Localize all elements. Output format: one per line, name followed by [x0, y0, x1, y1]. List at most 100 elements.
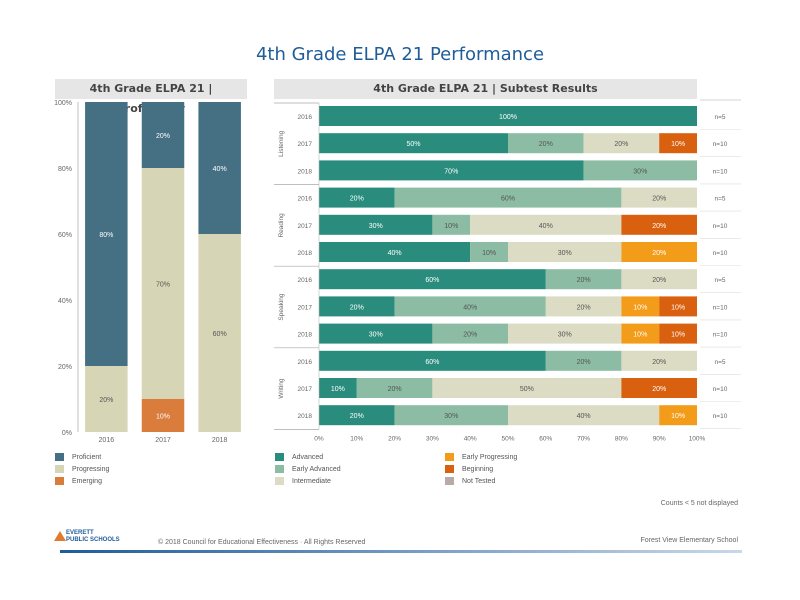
bar-reading-2016-early-advanced — [394, 187, 622, 208]
bar-reading-2018-advanced — [319, 242, 471, 262]
n-label: n=5 — [714, 114, 725, 121]
year-label: 2018 — [298, 332, 313, 339]
legend-item-emerging: Emerging — [55, 475, 109, 487]
legend-label: Early Progressing — [462, 453, 518, 461]
x-tick-label: 80% — [615, 435, 628, 442]
data-label: 10% — [444, 223, 458, 230]
data-label: 60% — [213, 331, 227, 338]
legend-swatch — [275, 453, 284, 461]
data-label: 20% — [652, 277, 666, 284]
x-tick-label: 90% — [653, 435, 666, 442]
data-label: 10% — [633, 332, 647, 339]
data-label: 30% — [444, 413, 458, 420]
year-label: 2017 — [298, 386, 313, 393]
y-tick-label: 40% — [58, 298, 72, 305]
bar-progressing-2016 — [85, 366, 128, 432]
bar-writing-2017-advanced — [319, 378, 357, 398]
bar-speaking-2016-early-advanced — [545, 269, 622, 290]
x-tick-label: 100% — [689, 435, 706, 442]
data-label: 20% — [350, 304, 364, 311]
data-label: 40% — [577, 413, 591, 420]
bar-writing-2016-early-advanced — [545, 350, 622, 371]
bar-writing-2016-advanced — [319, 350, 546, 371]
bar-speaking-2018-advanced — [319, 323, 433, 344]
bar-listening-2017-advanced — [319, 133, 508, 154]
legend-swatch — [55, 477, 64, 485]
bar-reading-2017-early-advanced — [432, 214, 471, 235]
legend-item-progressing: Progressing — [55, 463, 109, 475]
data-label: 20% — [652, 386, 666, 393]
bar-speaking-2017-beginning — [659, 296, 697, 317]
bar-emerging-2017 — [141, 399, 185, 432]
bar-reading-2018-intermediate — [508, 242, 622, 262]
x-tick-label: 2016 — [99, 437, 115, 444]
x-tick-label: 60% — [539, 435, 552, 442]
year-label: 2016 — [298, 196, 313, 203]
data-label: 20% — [577, 304, 591, 311]
bar-progressing-2018 — [198, 234, 241, 432]
bar-listening-2018-early-advanced — [583, 160, 697, 181]
year-label: 2016 — [298, 359, 313, 366]
legend-item-advanced: Advanced — [275, 451, 445, 463]
group-label-speaking: Speaking — [278, 293, 285, 320]
data-label: 60% — [425, 277, 439, 284]
legend-label: Not Tested — [462, 477, 496, 485]
data-label: 20% — [350, 196, 364, 203]
year-label: 2018 — [298, 413, 313, 420]
year-label: 2017 — [298, 223, 313, 230]
data-label: 20% — [156, 133, 170, 140]
data-label: 10% — [671, 332, 685, 339]
proficiency-legend: Proficient Progressing Emerging — [55, 451, 109, 487]
data-label: 30% — [558, 250, 572, 257]
data-label: 40% — [388, 250, 402, 257]
bar-writing-2017-intermediate — [432, 378, 622, 398]
counts-note: Counts < 5 not displayed — [660, 500, 738, 507]
bar-speaking-2018-early-advanced — [432, 323, 508, 344]
data-label: 30% — [369, 332, 383, 339]
bar-speaking-2016-intermediate — [621, 269, 697, 290]
legend-label: Early Advanced — [292, 465, 341, 473]
year-label: 2017 — [298, 304, 313, 311]
data-label: 40% — [213, 166, 227, 173]
data-label: 30% — [558, 332, 572, 339]
bar-reading-2017-intermediate — [470, 214, 622, 235]
x-tick-label: 2017 — [155, 437, 171, 444]
data-label: 50% — [406, 141, 420, 148]
bar-reading-2016-intermediate — [621, 187, 697, 208]
bar-speaking-2018-intermediate — [508, 323, 622, 344]
legend-item-beginning: Beginning — [445, 463, 615, 475]
n-label: n=5 — [714, 196, 725, 203]
bar-reading-2018-early-advanced — [470, 242, 508, 262]
data-label: 20% — [652, 223, 666, 230]
data-label: 20% — [652, 359, 666, 366]
bar-writing-2016-intermediate — [621, 350, 697, 371]
bar-speaking-2017-intermediate — [545, 296, 622, 317]
year-label: 2018 — [298, 168, 313, 175]
x-tick-label: 40% — [464, 435, 477, 442]
data-label: 40% — [463, 304, 477, 311]
bar-writing-2018-advanced — [319, 405, 395, 426]
legend-item-proficient: Proficient — [55, 451, 109, 463]
y-tick-label: 0% — [62, 430, 72, 437]
n-label: n=10 — [713, 304, 728, 311]
data-label: 60% — [425, 359, 439, 366]
n-label: n=5 — [714, 277, 725, 284]
legend-swatch — [275, 477, 284, 485]
year-label: 2018 — [298, 250, 313, 257]
bar-proficient-2017 — [141, 102, 185, 168]
data-label: 20% — [539, 141, 553, 148]
bar-reading-2016-advanced — [319, 187, 395, 208]
data-label: 10% — [671, 413, 685, 420]
data-label: 10% — [633, 304, 647, 311]
data-label: 10% — [156, 414, 170, 421]
bar-speaking-2017-advanced — [319, 296, 395, 317]
bar-listening-2016-advanced — [319, 106, 697, 126]
legend-label: Advanced — [292, 453, 324, 461]
bar-speaking-2017-early-advanced — [394, 296, 546, 317]
right-panel-header: 4th Grade ELPA 21 | Subtest Results — [274, 79, 697, 99]
year-label: 2016 — [298, 277, 313, 284]
y-tick-label: 100% — [54, 100, 72, 107]
n-label: n=10 — [713, 386, 728, 393]
x-tick-label: 2018 — [212, 437, 228, 444]
